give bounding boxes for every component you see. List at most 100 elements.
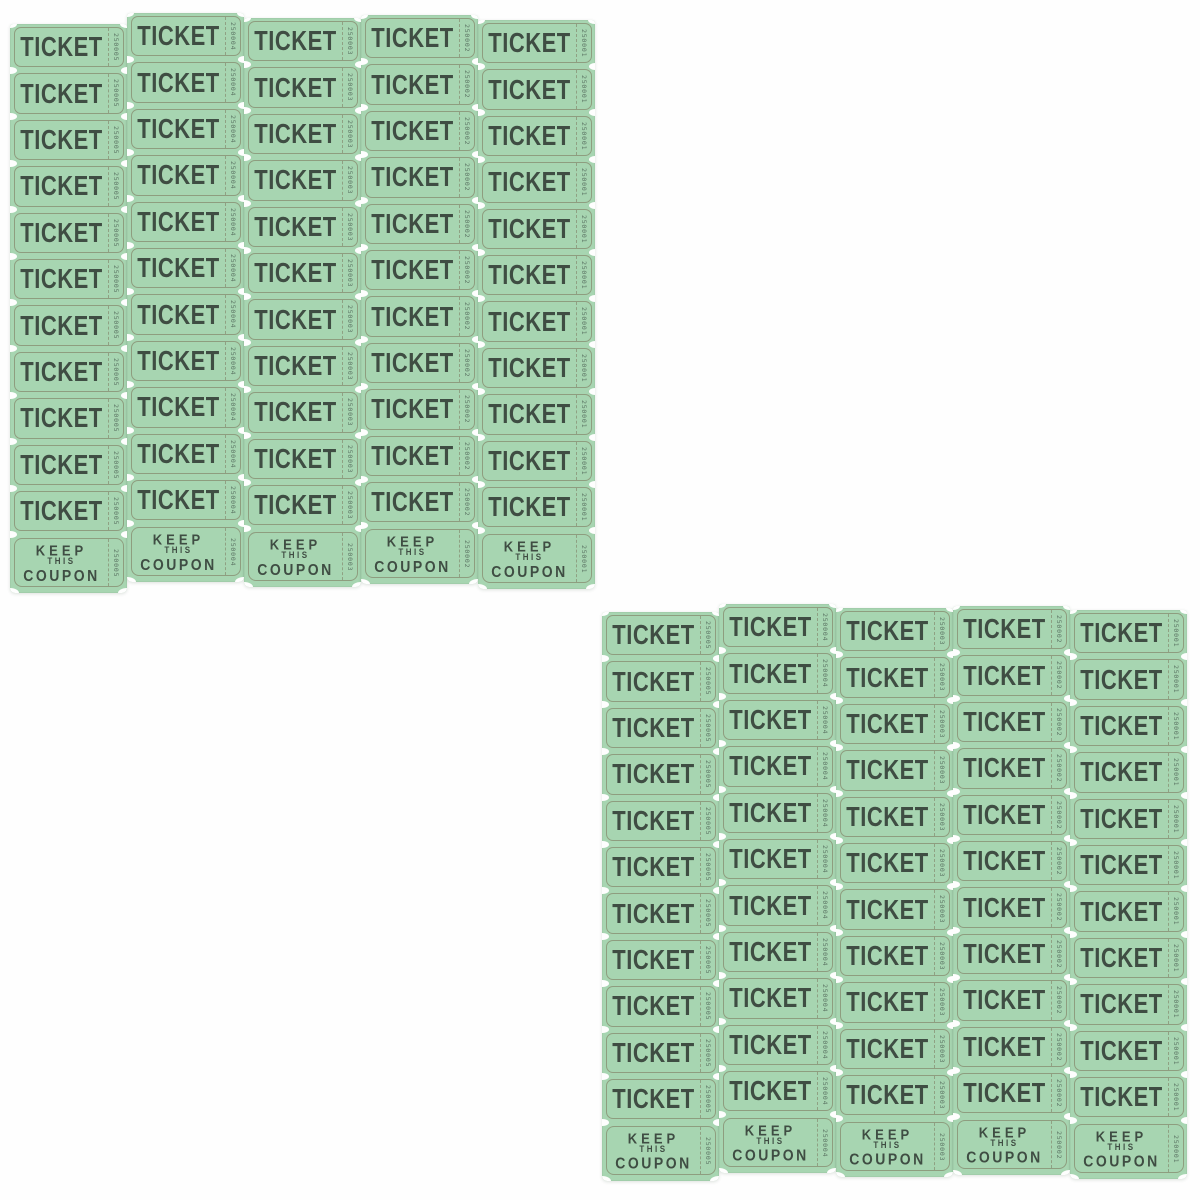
ticket-label: TICKET: [1075, 985, 1168, 1023]
perforation-hole: [10, 391, 17, 399]
perforation-hole: [354, 107, 361, 115]
perforation-hole: [478, 341, 485, 349]
ticket-label: TICKET: [607, 709, 700, 747]
ticket-label: TICKET: [1075, 660, 1168, 698]
serial-number-text: 250003: [938, 1080, 946, 1110]
ticket-label-text: TICKET: [20, 309, 103, 341]
raffle-ticket: TICKET 250004: [719, 697, 836, 743]
ticket-serial-number: 250001: [1168, 1031, 1183, 1070]
ticket-strip: TICKET 250005 TICKET 250005 TICKET 250005 TICK…: [10, 24, 127, 594]
ticket-label: TICKET: [1075, 753, 1168, 791]
ticket-outline: TICKET 250001: [482, 23, 592, 64]
ticket-outline: TICKET 250002: [365, 203, 475, 244]
ticket-label-text: TICKET: [846, 846, 929, 879]
ticket-label-text: TICKET: [963, 937, 1046, 969]
ticket-serial-number: 250001: [576, 70, 591, 109]
perforation-hole: [712, 886, 719, 894]
perforation-hole: [237, 102, 244, 110]
ticket-serial-number: 250005: [108, 120, 123, 160]
coupon-line-coupon: COUPON: [615, 1153, 692, 1172]
raffle-ticket: TICKET 250004: [127, 477, 244, 523]
serial-number-text: 250003: [938, 941, 946, 971]
perforation-hole: [10, 484, 17, 492]
raffle-ticket: TICKET 250001: [478, 66, 595, 112]
ticket-outline: TICKET 250003: [248, 345, 358, 387]
serial-number-text: 250005: [704, 713, 712, 743]
perforation-hole: [946, 1022, 953, 1030]
raffle-ticket: TICKET 250003: [836, 747, 953, 793]
ticket-label: TICKET: [841, 937, 934, 975]
ticket-outline: TICKET 250005: [14, 444, 124, 485]
keep-this-coupon-stub: KEEP THIS COUPON 250001: [478, 530, 595, 589]
serial-number-text: 250002: [1055, 800, 1063, 829]
ticket-label-text: TICKET: [488, 212, 571, 244]
raffle-ticket: TICKET 250001: [1070, 888, 1187, 934]
serial-number-text: 250003: [346, 398, 354, 427]
perforation-hole: [602, 1026, 609, 1034]
ticket-outline: TICKET 250004: [723, 1070, 833, 1112]
ticket-label-text: TICKET: [488, 26, 571, 59]
serial-number-text: 250002: [463, 163, 471, 192]
ticket-label: TICKET: [958, 656, 1051, 694]
ticket-label-text: TICKET: [1080, 895, 1163, 927]
serial-number-text: 250001: [580, 29, 588, 58]
perforation-hole: [478, 526, 485, 534]
ticket-serial-number: 250004: [817, 1071, 832, 1111]
ticket-label-text: TICKET: [254, 164, 337, 196]
ticket-serial-number: 250001: [576, 487, 591, 527]
ticket-serial-number: 250002: [1051, 841, 1066, 881]
ticket-outline: TICKET 250001: [482, 208, 592, 249]
perforation-hole: [944, 1172, 953, 1178]
ticket-serial-number: 250001: [1168, 660, 1183, 699]
serial-number-text: 250002: [1055, 939, 1063, 969]
raffle-ticket: TICKET 250005: [602, 844, 719, 890]
serial-number-text: 250004: [821, 1030, 829, 1059]
serial-number-text: 250001: [580, 121, 588, 151]
perforation-hole: [953, 834, 960, 842]
ticket-label-text: TICKET: [846, 800, 929, 832]
ticket-serial-number: 250003: [342, 346, 357, 386]
ticket-outline: TICKET 250002: [957, 1026, 1067, 1067]
ticket-outline: TICKET 250003: [840, 842, 950, 884]
ticket-label: TICKET: [483, 117, 576, 155]
ticket-label-text: TICKET: [20, 170, 103, 202]
ticket-strip: TICKET 250004 TICKET 250004 TICKET 250004 TICK…: [127, 13, 244, 583]
serial-number-text: 250003: [346, 212, 354, 241]
ticket-label-text: TICKET: [612, 665, 695, 697]
ticket-serial-number: 250005: [108, 259, 123, 299]
ticket-label: TICKET: [607, 802, 700, 840]
ticket-label-text: TICKET: [254, 442, 337, 474]
ticket-label-text: TICKET: [846, 661, 929, 693]
ticket-outline: TICKET 250003: [840, 703, 950, 745]
perforation-hole: [946, 929, 953, 937]
raffle-ticket: TICKET 250002: [953, 699, 1070, 745]
ticket-label-text: TICKET: [488, 258, 571, 291]
raffle-ticket: TICKET 250005: [10, 488, 127, 534]
raffle-ticket: TICKET 250005: [10, 256, 127, 302]
ticket-serial-number: 250002: [1051, 1121, 1066, 1169]
serial-number-text: 250004: [821, 845, 829, 874]
perforation-hole: [1070, 977, 1077, 985]
keep-this-coupon-stub: KEEP THIS COUPON 250003: [244, 528, 361, 587]
ticket-serial-number: 250002: [1051, 610, 1066, 649]
perforation-hole: [712, 933, 719, 941]
perforation-hole: [1063, 927, 1070, 935]
ticket-serial-number: 250003: [342, 22, 357, 61]
raffle-ticket: TICKET 250003: [244, 436, 361, 482]
ticket-serial-number: 250001: [576, 116, 591, 156]
serial-number-text: 250004: [821, 984, 829, 1013]
ticket-label: TICKET: [249, 68, 342, 106]
ticket-serial-number: 250004: [225, 388, 240, 427]
perforation-hole: [244, 18, 251, 22]
ticket-label: TICKET: [15, 492, 108, 530]
ticket-label-text: TICKET: [1080, 709, 1163, 741]
ticket-outline: TICKET 250003: [840, 982, 950, 1023]
ticket-label-text: TICKET: [612, 943, 695, 975]
ticket-label: TICKET: [1075, 1078, 1168, 1116]
ticket-serial-number: 250005: [700, 1127, 715, 1175]
perforation-hole: [588, 341, 595, 349]
perforation-hole: [836, 1172, 845, 1178]
serial-number-text: 250001: [580, 75, 588, 104]
ticket-label: TICKET: [607, 941, 700, 979]
coupon-line-keep: KEEP: [1095, 1127, 1148, 1145]
